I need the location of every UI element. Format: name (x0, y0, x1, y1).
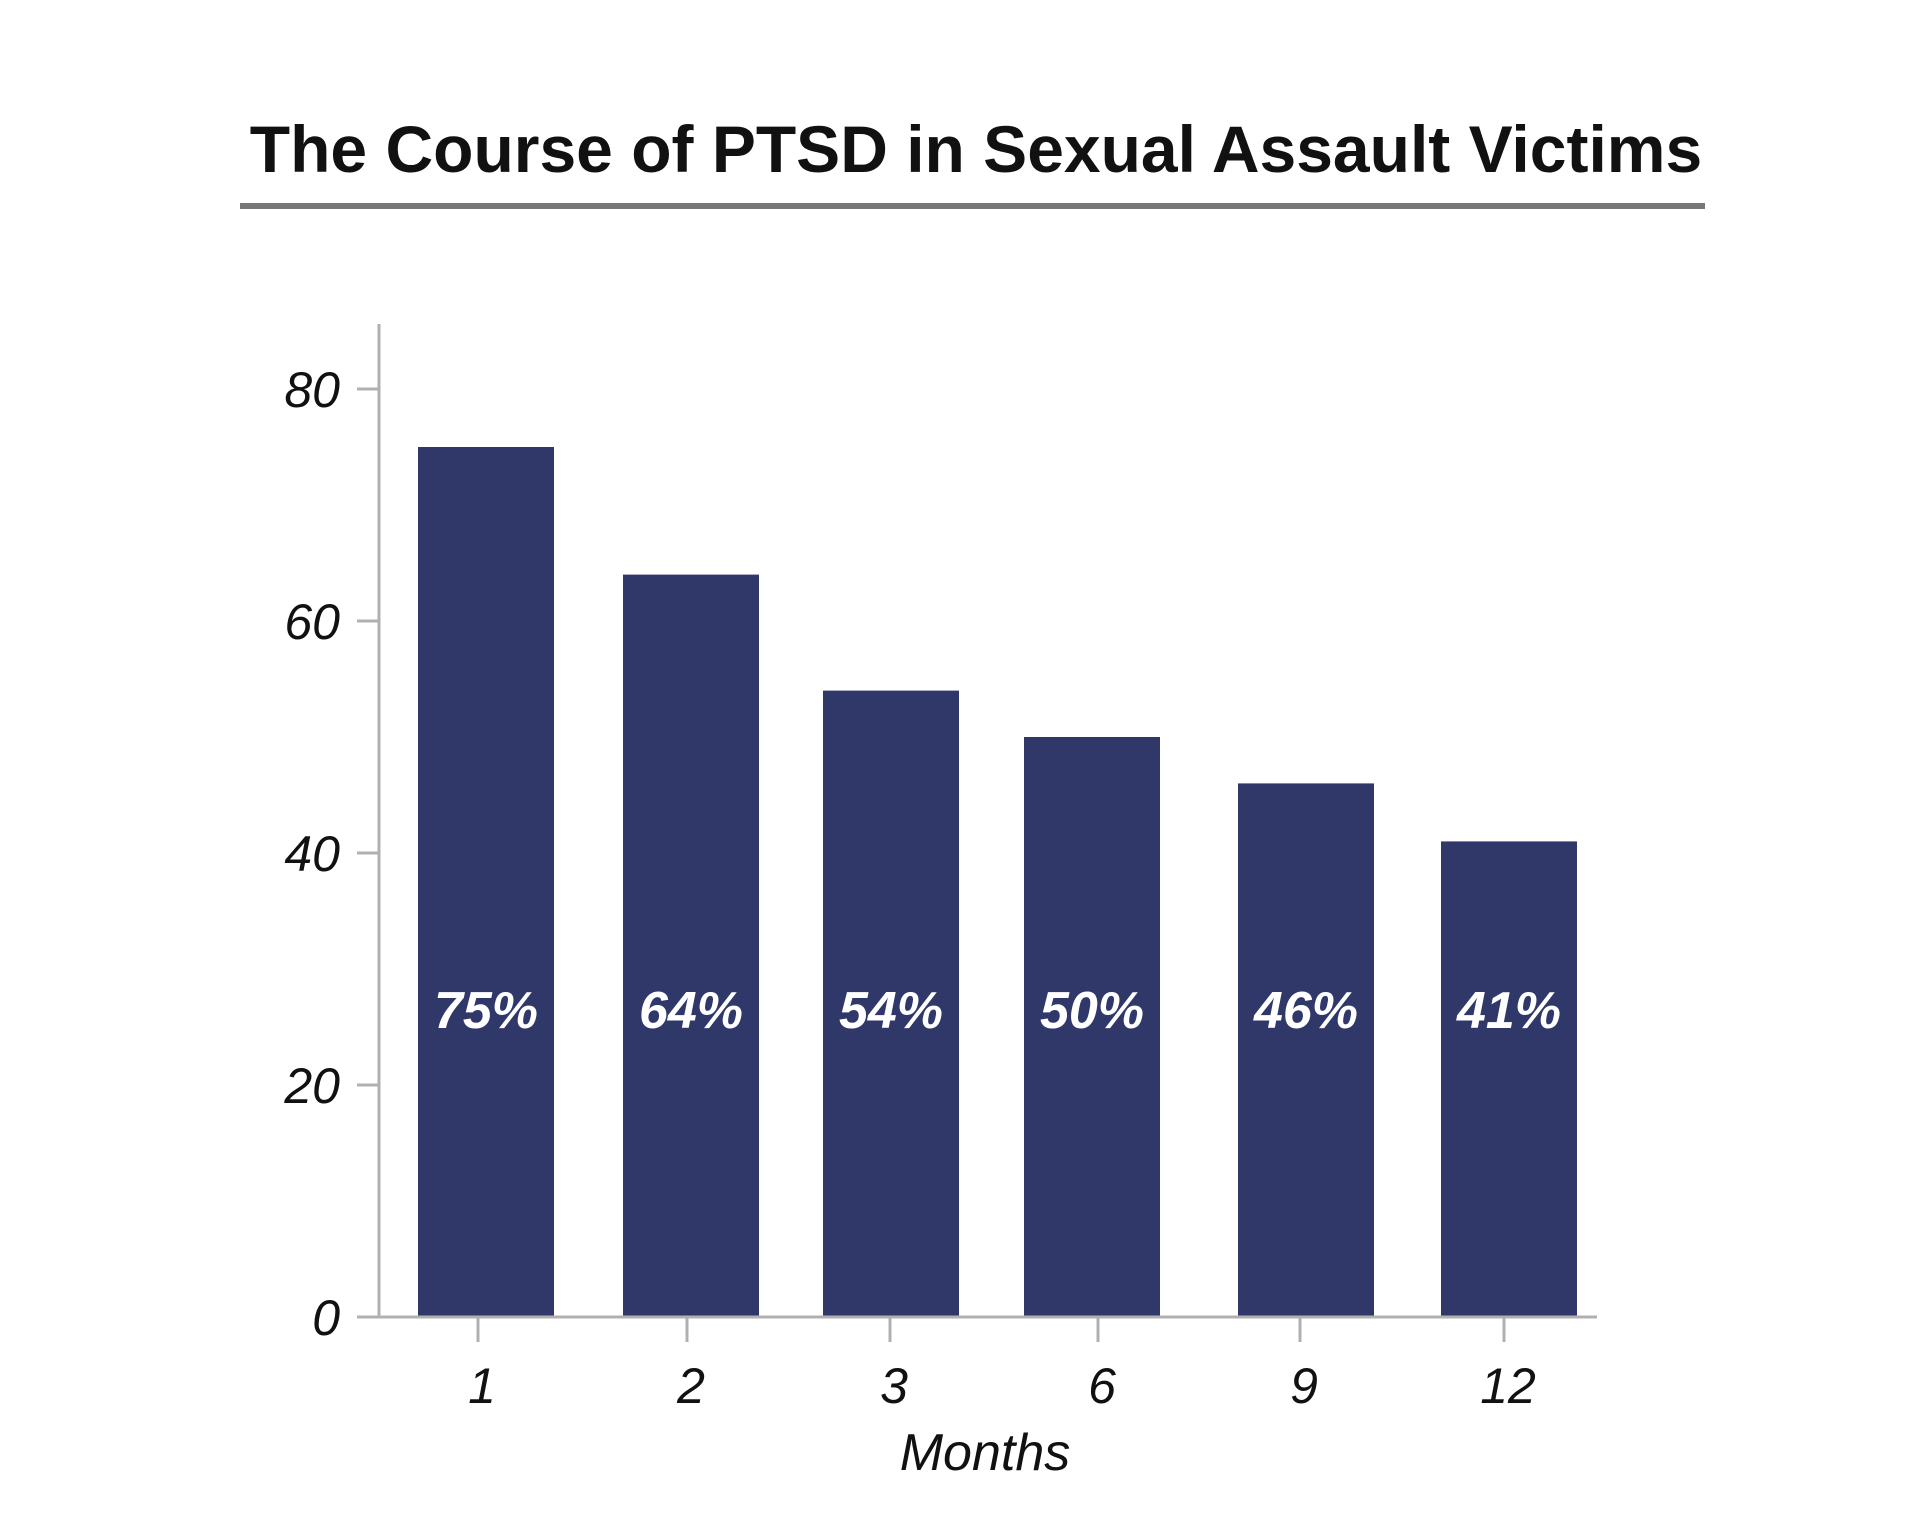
x-tick-label: 12 (1480, 1358, 1536, 1414)
bar-data-label: 41% (1456, 982, 1561, 1040)
title-underline (240, 203, 1705, 209)
bar-6 (1024, 737, 1160, 1317)
bar-1 (418, 447, 554, 1317)
x-tick-label: 1 (468, 1358, 496, 1414)
bar-data-label: 64% (639, 982, 743, 1040)
bar-2 (623, 574, 759, 1317)
bar-3 (823, 690, 959, 1317)
y-tick-label: 0 (312, 1290, 340, 1346)
bar-data-label: 75% (434, 982, 538, 1040)
bar-data-label: 50% (1040, 982, 1144, 1040)
y-tick-label: 60 (284, 594, 340, 650)
y-tick-label: 20 (283, 1058, 340, 1114)
x-axis-label: Months (900, 1424, 1071, 1482)
x-tick-label: 9 (1290, 1358, 1318, 1414)
y-tick-label: 40 (284, 826, 340, 882)
chart-title: The Course of PTSD in Sexual Assault Vic… (250, 112, 1702, 186)
x-tick-label: 2 (676, 1358, 705, 1414)
x-tick-label: 3 (880, 1358, 908, 1414)
y-tick-label: 80 (284, 362, 340, 418)
bar-data-label: 46% (1253, 982, 1358, 1040)
bar-9 (1238, 783, 1374, 1317)
x-tick-label: 6 (1088, 1358, 1116, 1414)
bar-12 (1441, 841, 1577, 1317)
bar-data-label: 54% (839, 982, 943, 1040)
